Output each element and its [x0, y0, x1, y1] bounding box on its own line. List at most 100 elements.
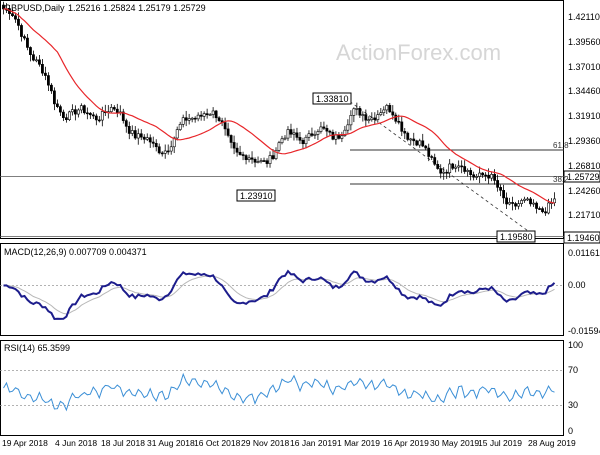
candle-body — [475, 176, 479, 178]
time-tick: 19 Apr 2018 — [2, 438, 48, 448]
candle-body — [241, 154, 245, 156]
candle-body — [316, 131, 320, 135]
candle-body — [55, 103, 59, 107]
candle-body — [319, 126, 323, 132]
candle-body — [175, 129, 179, 139]
price-tick: 1.42110 — [568, 12, 600, 22]
low-line-value: 1.19460 — [567, 233, 600, 243]
aug-low-annotation: 1.19580 — [500, 232, 533, 242]
macd-axis-bottom: -0.015949 — [568, 326, 600, 336]
candle-body — [340, 135, 344, 139]
rsi-axis-0: 0 — [568, 426, 573, 436]
candle-body — [211, 110, 215, 115]
time-tick: 16 Oct 2018 — [194, 438, 241, 448]
time-tick: 15 Jul 2019 — [478, 438, 522, 448]
candle-body — [403, 131, 407, 134]
candle-body — [445, 171, 449, 174]
rsi-panel[interactable] — [0, 340, 564, 436]
candle-body — [397, 120, 401, 123]
candle-body — [169, 146, 173, 152]
candle-body — [256, 161, 260, 163]
rsi-line — [3, 372, 555, 412]
candle-body — [232, 142, 236, 149]
candle-body — [121, 111, 125, 121]
candle-body — [511, 202, 514, 204]
candle-body — [268, 155, 272, 164]
candle-body — [385, 105, 389, 111]
candle-body — [2, 4, 5, 10]
candle-body — [424, 145, 428, 149]
candle-body — [361, 114, 365, 116]
candle-body — [328, 130, 332, 133]
macd-axis-zero: 0.00 — [568, 280, 586, 290]
candle-body — [217, 117, 221, 121]
candle-body — [79, 105, 83, 111]
candle-body — [35, 59, 38, 62]
candle-body — [496, 180, 500, 188]
time-tick: 28 Aug 2019 — [528, 438, 576, 448]
candle-body — [373, 117, 377, 120]
candle-body — [271, 155, 275, 159]
candle-body — [523, 198, 526, 201]
candle-body — [130, 130, 134, 134]
price-panel[interactable] — [0, 0, 564, 239]
candle-body — [187, 118, 191, 121]
candle-body — [370, 117, 374, 120]
macd-panel[interactable] — [0, 243, 564, 336]
candle-body — [487, 174, 491, 179]
candle-body — [23, 36, 26, 39]
rsi-label: RSI(14) 65.3599 — [4, 343, 70, 353]
price-tick: 1.24260 — [568, 186, 600, 196]
fib-382-label: 38.2 — [553, 175, 569, 184]
candle-body — [50, 84, 53, 92]
price-tick: 1.39560 — [568, 37, 600, 47]
candle-body — [44, 72, 47, 76]
candle-body — [469, 170, 473, 176]
candle-body — [265, 160, 269, 164]
candle-body — [451, 163, 455, 169]
price-tick: 1.37010 — [568, 62, 600, 72]
candle-body — [304, 136, 308, 145]
candle-body — [76, 109, 80, 115]
candle-body — [133, 130, 137, 139]
candle-body — [322, 126, 326, 129]
candle-body — [244, 155, 248, 160]
candle-body — [166, 150, 170, 153]
candle-body — [391, 111, 395, 116]
candle-body — [427, 147, 431, 157]
candle-body — [301, 139, 305, 145]
candle-body — [298, 137, 302, 141]
candle-body — [388, 105, 392, 113]
candle-body — [88, 112, 92, 116]
candle-body — [400, 121, 404, 132]
candle-body — [295, 132, 299, 138]
current-price-value: 1.25729 — [567, 172, 600, 182]
candle-body — [127, 126, 131, 134]
candle-body — [283, 137, 287, 140]
candle-body — [355, 108, 359, 110]
candle-body — [379, 112, 383, 115]
candle-body — [457, 165, 461, 168]
candle-body — [349, 115, 353, 126]
price-tick: 1.21710 — [568, 210, 600, 220]
candle-body — [526, 198, 529, 201]
time-tick: 31 Aug 2018 — [147, 438, 195, 448]
candle-body — [472, 174, 476, 178]
candle-body — [85, 112, 89, 115]
candle-body — [481, 172, 485, 176]
candle-body — [154, 143, 158, 148]
candle-body — [139, 133, 143, 138]
candle-body — [235, 147, 239, 153]
macd-axis-top: 0.011619 — [568, 248, 600, 258]
candle-body — [334, 134, 338, 140]
candle-body — [277, 142, 281, 151]
candle-body — [124, 120, 128, 127]
candle-body — [145, 137, 149, 140]
candle-body — [160, 152, 164, 155]
candles — [2, 1, 556, 216]
candle-body — [454, 166, 458, 169]
candle-body — [20, 25, 23, 37]
candle-body — [94, 115, 98, 121]
